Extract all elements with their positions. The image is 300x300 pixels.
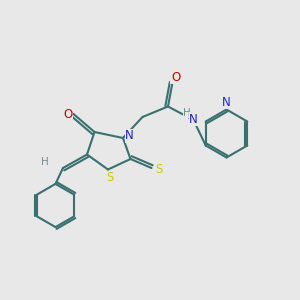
Text: N: N [189,113,198,126]
Text: N: N [125,129,134,142]
Text: O: O [171,70,180,84]
Text: N: N [222,95,231,109]
Text: H: H [183,107,191,118]
Text: H: H [41,157,49,167]
Text: S: S [106,171,113,184]
Text: S: S [155,163,163,176]
Text: O: O [64,107,73,121]
